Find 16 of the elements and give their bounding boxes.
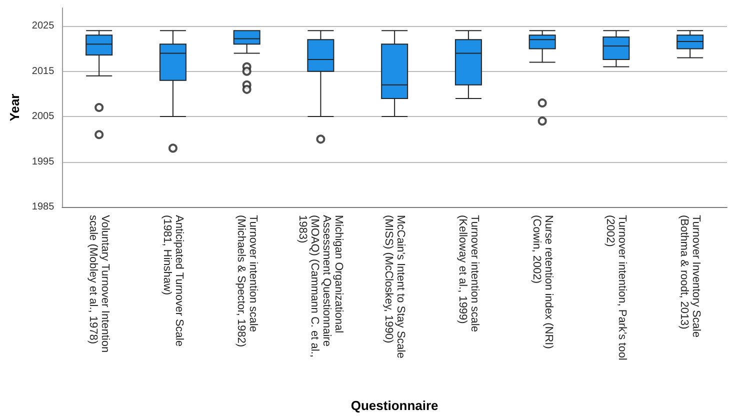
y-tick-label: 2015: [32, 66, 55, 77]
y-tick-label: 2005: [32, 111, 55, 122]
x-tick-label: Anticipated Turnover Scale (1981, Hinshaw): [160, 215, 185, 350]
y-tick-label: 2025: [32, 20, 55, 32]
y-tick-label: 1985: [32, 202, 55, 212]
x-axis-title: Questionnaire: [350, 398, 438, 413]
x-tick-label: Nurse retention index (NRI) (Cowin, 2002): [530, 215, 554, 352]
x-tick-label: Voluntary Turnover Intention scale (Mobley et al., 1978): [87, 215, 112, 356]
x-tick-label: McCain's Intent to Stay Scale (MISS) (McCloskey, 1990): [382, 215, 407, 362]
y-axis-title: Year: [7, 94, 22, 122]
x-tick-label: Turnover Inventory Scale (Bothma & roodt, 2013): [678, 215, 702, 341]
x-tick-label: Turnover intention, Park's tool (2002): [604, 215, 628, 364]
x-tick-label: Turnover intention scale (Michaels & Spector, 1982): [234, 215, 259, 348]
y-tick-label: 1995: [32, 156, 55, 168]
x-tick-label: Michigan Organizational Assessment Questionnaire (MOAQ) (Cammann C. et al., 1983): [296, 215, 345, 360]
x-tick-label: Turnover intention scale (Kelloway et al., 1999): [456, 215, 480, 336]
